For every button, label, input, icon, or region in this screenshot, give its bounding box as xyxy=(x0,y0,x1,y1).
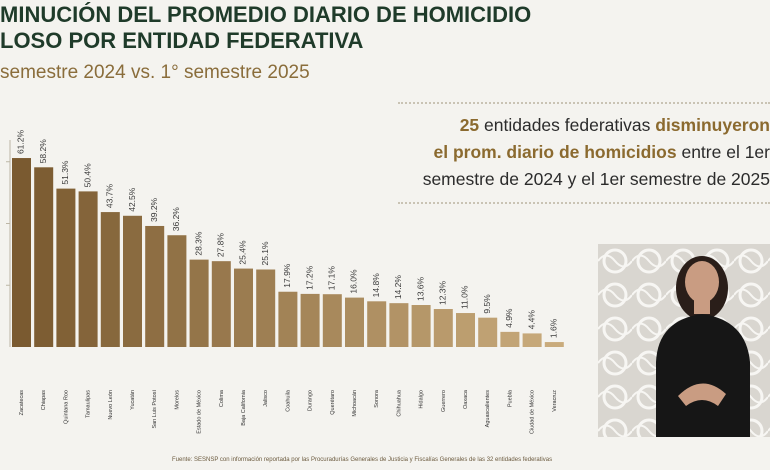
category-label: Querétaro xyxy=(330,390,336,415)
category-label: Baja California xyxy=(241,389,247,426)
data-label: 39.2% xyxy=(149,197,159,222)
data-label: 14.2% xyxy=(393,275,403,300)
data-label: 1.6% xyxy=(549,318,559,338)
title-line-1: MINUCIÓN DEL PROMEDIO DIARIO DE HOMICIDI… xyxy=(0,2,532,27)
category-label: Chiapas xyxy=(41,390,47,410)
category-label: Puebla xyxy=(507,389,513,407)
data-label: 17.9% xyxy=(282,263,292,288)
callout-line-3: semestre de 2024 y el 1er semestre de 20… xyxy=(422,169,770,189)
data-label: 58.2% xyxy=(38,139,48,164)
data-label: 4.4% xyxy=(526,310,536,330)
data-label: 61.2% xyxy=(16,130,26,155)
category-label: Colima xyxy=(219,389,225,407)
bar xyxy=(478,317,498,347)
category-label: Coahuila xyxy=(285,389,291,412)
data-label: 13.6% xyxy=(415,276,425,301)
data-label: 17.2% xyxy=(304,265,314,290)
bar xyxy=(433,309,453,347)
category-label: Sonora xyxy=(374,389,380,408)
data-label: 50.4% xyxy=(82,163,92,188)
category-label: Hidalgo xyxy=(419,390,425,409)
category-label: Yucatán xyxy=(130,390,136,410)
data-label: 14.8% xyxy=(371,273,381,298)
callout-count: 25 xyxy=(459,115,480,135)
category-label: Zacatecas xyxy=(19,390,25,416)
callout-box: 25 entidades federativas disminuyeron el… xyxy=(380,112,770,193)
callout-text-a: entidades federativas xyxy=(479,115,656,135)
bar xyxy=(367,301,387,347)
bar xyxy=(256,269,276,347)
bar xyxy=(78,191,98,347)
data-label: 27.8% xyxy=(216,233,226,258)
bar xyxy=(12,158,31,347)
callout-text-b: entre el 1er xyxy=(676,142,770,162)
data-label: 25.4% xyxy=(238,240,248,265)
category-label: Quintana Roo xyxy=(63,390,69,424)
category-label: Chihuahua xyxy=(396,389,402,417)
category-label: Estado de México xyxy=(197,390,203,434)
data-label: 9.5% xyxy=(482,294,492,314)
sign-language-interpreter-video xyxy=(598,244,770,437)
category-label: Jalisco xyxy=(263,390,269,407)
callout-divider-bottom xyxy=(398,202,770,204)
category-label: Michoacán xyxy=(352,390,358,417)
data-label: 12.3% xyxy=(438,280,448,305)
data-label: 51.3% xyxy=(60,160,70,185)
callout-highlight-a: disminuyeron xyxy=(655,115,770,135)
bar xyxy=(500,331,520,347)
bar xyxy=(345,297,364,347)
category-label: Durango xyxy=(308,390,314,411)
title-line-2: LOSO POR ENTIDAD FEDERATIVA xyxy=(0,28,364,53)
bar xyxy=(145,225,165,347)
category-label: Guerrero xyxy=(441,390,447,412)
bar xyxy=(278,291,298,347)
bar xyxy=(411,305,431,347)
bar-chart: 61.2% Zacatecas 58.2% Chiapas 51.3% Quintana … xyxy=(6,130,564,434)
page-subtitle: semestre 2024 vs. 1° semestre 2025 xyxy=(0,62,310,83)
category-label: Ciudad de México xyxy=(530,390,536,434)
data-label: 16.0% xyxy=(349,269,359,294)
data-label: 4.9% xyxy=(504,308,514,328)
callout-highlight-b: el prom. diario de homicidios xyxy=(433,142,677,162)
category-label: Morelos xyxy=(174,390,180,410)
category-label: Oaxaca xyxy=(463,389,469,409)
bar xyxy=(456,313,475,347)
bar xyxy=(522,333,542,347)
bar xyxy=(389,303,409,347)
bar xyxy=(234,268,253,347)
category-label: Tamaulipas xyxy=(86,390,92,418)
data-label: 42.5% xyxy=(127,187,137,212)
bar xyxy=(211,261,231,347)
data-label: 28.3% xyxy=(193,231,203,256)
category-label: Veracruz xyxy=(552,390,558,412)
data-label: 25.1% xyxy=(260,241,270,266)
bar xyxy=(189,259,209,347)
bar xyxy=(56,188,76,347)
data-label: 36.2% xyxy=(171,207,181,232)
bar xyxy=(300,293,320,347)
bar xyxy=(34,167,54,347)
category-label: Aguascalientes xyxy=(485,390,491,428)
callout-divider-top xyxy=(398,102,770,104)
bar xyxy=(322,294,342,347)
interpreter-figure-icon xyxy=(598,244,770,437)
data-label: 17.1% xyxy=(327,266,337,291)
bar xyxy=(123,215,142,347)
bar xyxy=(544,342,564,347)
bar xyxy=(100,212,120,347)
page-title: MINUCIÓN DEL PROMEDIO DIARIO DE HOMICIDI… xyxy=(0,2,531,54)
bar xyxy=(167,235,187,347)
source-note: Fuente: SESNSP con información reportada… xyxy=(172,457,553,463)
data-label: 11.0% xyxy=(460,285,470,309)
category-label: San Luis Potosí xyxy=(152,390,158,429)
data-label: 43.7% xyxy=(105,184,115,209)
category-label: Nuevo León xyxy=(108,390,114,420)
